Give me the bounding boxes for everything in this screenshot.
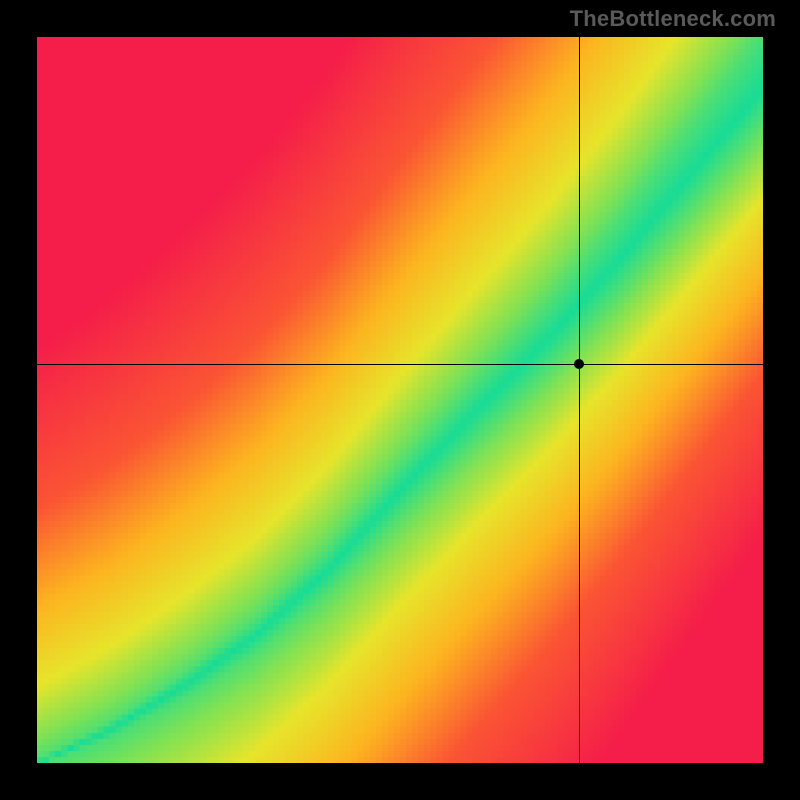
crosshair-marker <box>574 359 584 369</box>
crosshair-vertical <box>579 37 580 763</box>
bottleneck-heatmap <box>37 37 763 763</box>
watermark: TheBottleneck.com <box>570 6 776 32</box>
heatmap-canvas <box>37 37 763 763</box>
crosshair-horizontal <box>37 364 763 365</box>
